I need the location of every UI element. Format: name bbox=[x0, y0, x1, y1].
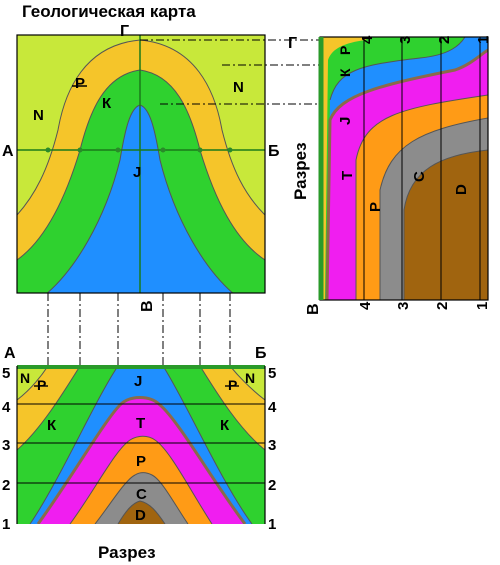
hsec-label-P-right: Р bbox=[228, 377, 237, 393]
vsec-top-scale-1: 1 bbox=[475, 36, 492, 44]
hsec-label-N-left: N bbox=[20, 370, 30, 386]
vsec-label-C: С bbox=[411, 171, 428, 182]
vsec-top-scale-2: 2 bbox=[436, 36, 453, 44]
hsec-label-P-left: Р bbox=[37, 377, 46, 393]
hsec-label-K-right: К bbox=[220, 417, 230, 434]
vsec-top-scale-3: 3 bbox=[397, 36, 414, 44]
vsec-label-P-top: Р bbox=[337, 46, 353, 55]
hsec-unit-D bbox=[118, 501, 165, 524]
vsec-label-P: Р bbox=[367, 202, 384, 212]
vsec-bottom-scale-3: 3 bbox=[395, 302, 412, 310]
vsec-label-K: К bbox=[337, 68, 353, 77]
map-label-G: Г bbox=[120, 23, 129, 40]
projection-lines-to-horizontal-section bbox=[47, 293, 231, 366]
hsec-left-scale-4: 4 bbox=[2, 399, 11, 416]
vsec-top-scale-4: 4 bbox=[359, 35, 376, 44]
map-label-N-right: N bbox=[233, 79, 244, 96]
vsec-bottom-scale-2: 2 bbox=[434, 302, 451, 310]
hsec-right-scale-3: 3 bbox=[268, 437, 276, 454]
hsec-label-N-right: N bbox=[245, 370, 255, 386]
hsec-label-C: С bbox=[136, 486, 147, 503]
vsec-unit-K bbox=[320, 37, 465, 300]
hsec-label-K-left: К bbox=[47, 417, 57, 434]
map-label-A: А bbox=[2, 143, 14, 160]
hsec-label-A: А bbox=[4, 345, 16, 362]
map-label-B: Б bbox=[268, 143, 280, 160]
hsec-right-scale-4: 4 bbox=[268, 399, 277, 416]
hsec-right-scale-5: 5 bbox=[268, 365, 276, 382]
vsec-bottom-scale-1: 1 bbox=[474, 302, 491, 310]
vsec-title: Разрез bbox=[291, 142, 310, 200]
hsec-left-scale-5: 5 bbox=[2, 365, 10, 382]
projection-lines-to-vertical-section bbox=[140, 39, 332, 105]
map-label-P: Р bbox=[75, 75, 85, 92]
hsec-right-scale-1: 1 bbox=[268, 516, 276, 533]
hsec-left-scale-2: 2 bbox=[2, 477, 10, 494]
vsec-label-V: В bbox=[305, 303, 322, 315]
map-label-N-left: N bbox=[33, 107, 44, 124]
hsec-label-T: Т bbox=[136, 415, 145, 432]
map-label-V: В bbox=[139, 300, 156, 312]
geologic-map: N N Р К J А Б Г В bbox=[2, 23, 280, 312]
vsec-bottom-scale-4: 4 bbox=[357, 301, 374, 310]
map-label-K: К bbox=[102, 95, 112, 112]
vertical-section: Разрез Г В 4 3 2 1 4 3 2 1 Р К J Т Р С D bbox=[288, 35, 492, 315]
vsec-label-J: J bbox=[337, 117, 354, 125]
vsec-unit-T bbox=[320, 37, 488, 300]
horizontal-section: А Б 5 4 3 2 1 5 4 3 2 1 N Р Р N J К К Т … bbox=[2, 345, 277, 562]
vsec-label-G: Г bbox=[288, 35, 297, 52]
hsec-unit-C bbox=[95, 472, 188, 524]
map-label-J: J bbox=[133, 164, 141, 181]
hsec-label-J: J bbox=[134, 373, 142, 390]
figure-title: Геологическая карта bbox=[22, 2, 196, 21]
vsec-label-D: D bbox=[453, 184, 470, 195]
hsec-left-scale-3: 3 bbox=[2, 437, 10, 454]
hsec-label-B: Б bbox=[255, 345, 267, 362]
hsec-title: Разрез bbox=[98, 543, 156, 562]
vsec-unit-P-top bbox=[320, 37, 372, 300]
hsec-right-scale-2: 2 bbox=[268, 477, 276, 494]
hsec-label-D: D bbox=[135, 507, 146, 524]
map-frame bbox=[16, 34, 266, 294]
vsec-label-T: Т bbox=[339, 171, 356, 180]
hsec-label-P: Р bbox=[136, 453, 146, 470]
hsec-left-scale-1: 1 bbox=[2, 516, 10, 533]
